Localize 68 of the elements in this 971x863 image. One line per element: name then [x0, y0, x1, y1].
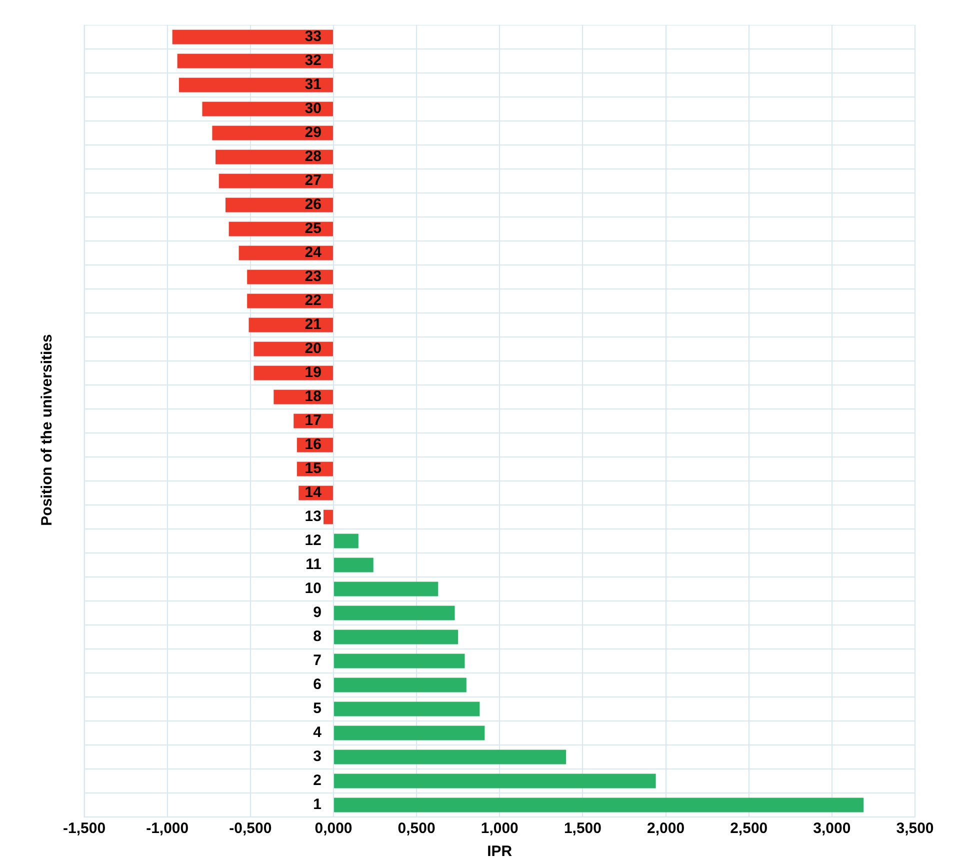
y-tick-label: 5 [313, 700, 322, 718]
bar [177, 54, 333, 68]
bar [334, 726, 485, 740]
bar [334, 678, 466, 692]
x-tick-label: 1,000 [480, 820, 518, 838]
bar [172, 30, 333, 44]
y-tick-label: 12 [304, 532, 322, 550]
y-tick-label: 23 [304, 268, 322, 286]
bar [334, 750, 566, 764]
y-tick-label: 20 [304, 340, 322, 358]
y-tick-label: 30 [304, 100, 322, 118]
y-tick-label: 18 [304, 388, 322, 406]
y-tick-label: 4 [313, 724, 322, 742]
y-tick-label: 14 [304, 484, 322, 502]
y-tick-label: 2 [313, 772, 322, 790]
bar [202, 102, 333, 116]
y-tick-label: 22 [304, 292, 322, 310]
bar [324, 510, 333, 524]
x-tick-label: 0,000 [314, 820, 352, 838]
x-tick-label: 1,500 [564, 820, 602, 838]
y-tick-label: 28 [304, 148, 322, 166]
y-tick-label: 6 [313, 676, 322, 694]
bar [334, 558, 374, 572]
bar [178, 78, 333, 92]
y-tick-label: 11 [306, 556, 322, 574]
bar [334, 606, 455, 620]
x-tick-label: -1,000 [146, 820, 189, 838]
y-tick-label: 13 [304, 508, 322, 526]
x-tick-label: -0,500 [229, 820, 272, 838]
y-tick-label: 24 [304, 244, 322, 262]
y-tick-label: 16 [304, 436, 322, 454]
y-tick-label: 7 [313, 652, 322, 670]
y-tick-label: 32 [304, 52, 322, 70]
y-tick-label: 17 [304, 412, 322, 430]
y-tick-label: 3 [313, 748, 322, 766]
x-tick-label: 0,500 [398, 820, 436, 838]
bar [225, 198, 333, 212]
bar [212, 126, 333, 140]
y-tick-label: 25 [304, 220, 322, 238]
x-tick-label: 2,500 [730, 820, 768, 838]
x-tick-label: 3,000 [813, 820, 851, 838]
bar [334, 534, 358, 548]
y-tick-label: 27 [304, 172, 322, 190]
bar [228, 222, 333, 236]
x-tick-label: 3,500 [896, 820, 934, 838]
bar [334, 798, 864, 812]
bar [334, 630, 458, 644]
x-tick-label: 2,000 [647, 820, 685, 838]
y-tick-label: 19 [304, 364, 322, 382]
bar [218, 174, 333, 188]
x-tick-label: -1,500 [62, 820, 106, 838]
y-tick-label: 26 [304, 196, 322, 214]
x-axis-title: IPR [487, 843, 512, 860]
y-tick-label: 33 [304, 28, 322, 46]
y-tick-label: 15 [304, 460, 322, 478]
y-tick-label: 9 [313, 604, 322, 622]
bar [334, 702, 480, 716]
y-tick-label: 29 [304, 124, 322, 142]
bar [334, 774, 656, 788]
y-tick-label: 1 [313, 796, 322, 814]
y-tick-label: 31 [304, 76, 322, 94]
y-tick-label: 8 [313, 628, 322, 646]
bar [334, 582, 438, 596]
y-tick-label: 10 [304, 580, 322, 598]
bar [216, 150, 333, 164]
y-tick-label: 21 [304, 316, 322, 334]
y-axis-title: Position of the universities [38, 334, 56, 526]
bar [334, 654, 465, 668]
